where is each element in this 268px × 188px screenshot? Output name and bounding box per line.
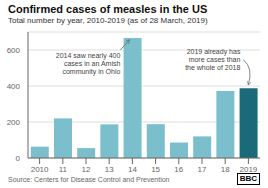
svg-text:400: 400 <box>8 82 21 91</box>
svg-text:14: 14 <box>128 165 137 172</box>
svg-text:2010: 2010 <box>31 165 49 172</box>
html-text:BBC: BBC <box>239 174 257 183</box>
svg-text:2014 saw nearly 400cases in an: 2014 saw nearly 400cases in an Amishcomm… <box>56 52 121 76</box>
svg-text:2019 already hasmore cases tha: 2019 already hasmore cases thanthe whole… <box>185 48 241 71</box>
svg-text:2019: 2019 <box>240 165 258 172</box>
svg-text:11: 11 <box>59 165 68 172</box>
svg-text:12: 12 <box>82 165 91 172</box>
svg-text:15: 15 <box>151 165 160 172</box>
html-text:Source: Centers for Disease Co: Source: Centers for Disease Control and … <box>8 175 170 183</box>
svg-text:200: 200 <box>8 118 21 127</box>
svg-text:16: 16 <box>174 165 183 172</box>
svg-text:18: 18 <box>221 165 230 172</box>
svg-text:17: 17 <box>198 165 207 172</box>
html-text:Total number by year, 2010-201: Total number by year, 2010-2019 (as of 2… <box>8 16 208 25</box>
svg-text:600: 600 <box>8 46 21 55</box>
svg-text:0: 0 <box>16 154 21 163</box>
html-text:Confirmed cases of measles in: Confirmed cases of measles in the US <box>8 3 208 15</box>
svg-text:13: 13 <box>105 165 114 172</box>
